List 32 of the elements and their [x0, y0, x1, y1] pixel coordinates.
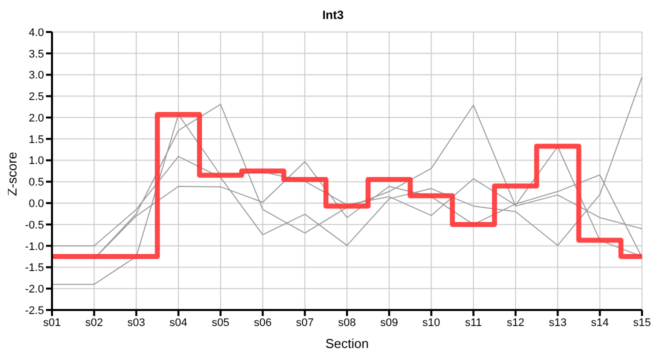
x-tick-label: s08	[338, 316, 356, 329]
x-tick-label: s05	[212, 316, 230, 329]
y-axis-title: Z-score	[4, 152, 20, 196]
x-tick-label: s04	[170, 316, 188, 329]
y-tick-label: 3.5	[28, 48, 44, 60]
y-tick-label: 0.0	[28, 198, 44, 210]
y-tick-label: 2.5	[28, 91, 44, 104]
y-tick-label: 3.0	[28, 70, 44, 82]
y-tick-label: 1.0	[28, 155, 44, 168]
x-tick-label: s03	[127, 316, 146, 329]
x-tick-label: s12	[506, 316, 524, 329]
x-tick-label: s09	[380, 316, 398, 329]
y-tick-label: -1.5	[25, 262, 44, 274]
x-tick-label: s02	[85, 316, 104, 329]
x-tick-label: s07	[296, 316, 314, 329]
x-tick-label: s10	[422, 316, 440, 329]
y-tick-label: 2.0	[28, 112, 44, 124]
y-tick-label: -1.0	[25, 240, 44, 253]
y-tick-label: -2.5	[25, 304, 44, 317]
x-tick-label: s01	[43, 316, 61, 329]
y-tick-label: 0.5	[28, 176, 44, 189]
chart-title: Int3	[321, 8, 345, 24]
y-tick-label: 1.5	[28, 134, 44, 146]
y-tick-label: -2.0	[25, 284, 44, 296]
x-axis-title: Section	[325, 336, 369, 351]
x-tick-label: s14	[590, 316, 609, 329]
y-tick-label: 4.0	[28, 26, 44, 39]
x-tick-label: s06	[254, 316, 272, 329]
y-tick-label: -0.5	[25, 219, 44, 232]
x-tick-label: s15	[633, 316, 651, 329]
x-tick-label: s11	[464, 316, 482, 329]
x-tick-label: s13	[548, 316, 567, 329]
